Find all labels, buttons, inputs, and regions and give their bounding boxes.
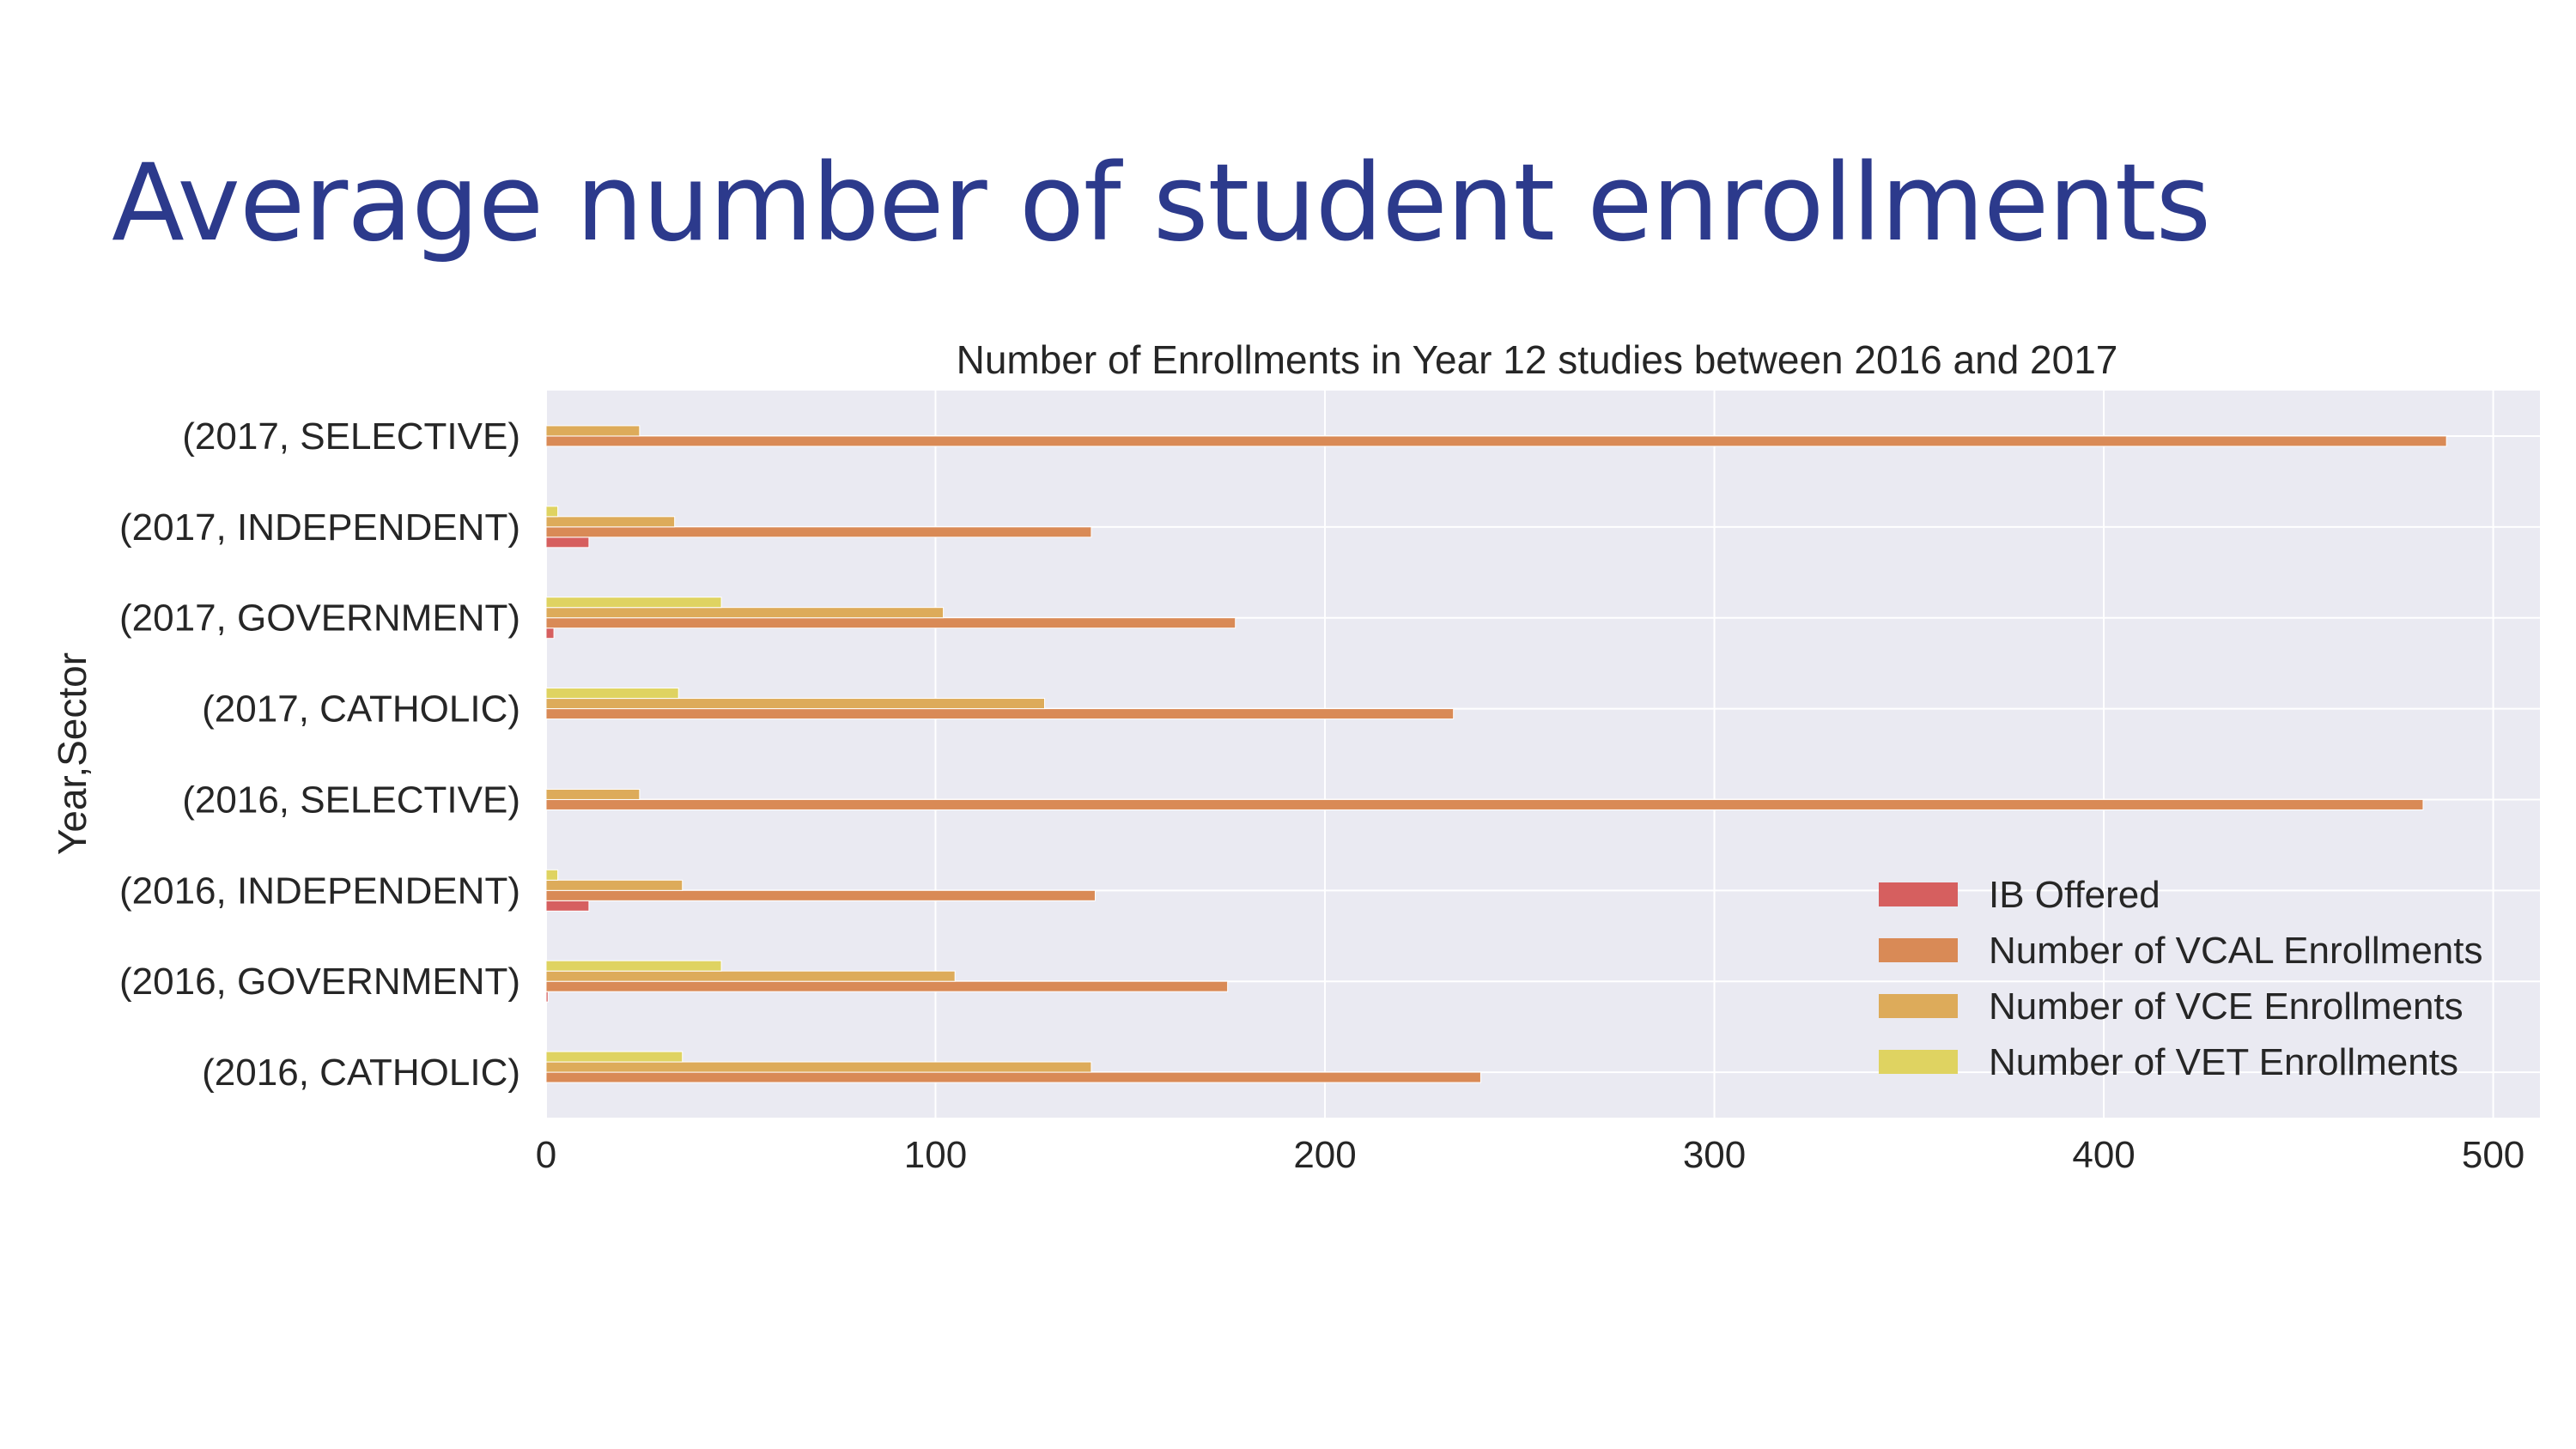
y-tick-label-2: (2016, GOVERNMENT) xyxy=(119,961,520,1003)
chart-title: Number of Enrollments in Year 12 studies… xyxy=(957,337,2118,382)
bar-2-3 xyxy=(545,889,1096,901)
bar-4-5 xyxy=(545,688,679,700)
legend-swatch-1 xyxy=(1879,882,1958,906)
x-tick-label-2: 100 xyxy=(904,1134,967,1176)
x-tick-label-6: 500 xyxy=(2462,1134,2524,1176)
bar-3-5 xyxy=(545,698,1045,710)
y-tick-label-7: (2017, INDEPENDENT) xyxy=(119,506,520,549)
y-tick-label-3: (2016, INDEPENDENT) xyxy=(119,870,520,912)
x-tick-label-3: 200 xyxy=(1293,1134,1356,1176)
y-tick-label-4: (2016, SELECTIVE) xyxy=(182,779,520,821)
bar-3-6 xyxy=(545,607,945,619)
legend-label-3: Number of VCE Enrollments xyxy=(1989,985,2464,1028)
bar-4-6 xyxy=(545,597,722,609)
bar-3-7 xyxy=(545,516,676,528)
y-tick-labels: (2016, CATHOLIC) (2016, GOVERNMENT) (2016,… xyxy=(119,415,520,1094)
bar-1-7 xyxy=(545,537,590,549)
bar-1-6 xyxy=(545,627,555,640)
bar-2-6 xyxy=(545,617,1236,629)
bar-1-2 xyxy=(545,991,549,1003)
legend-label-2: Number of VCAL Enrollments xyxy=(1989,930,2482,972)
bar-2-4 xyxy=(545,798,2424,810)
x-tick-labels: 0 100 200 300 400 500 xyxy=(536,1134,2525,1176)
bar-2-7 xyxy=(545,526,1092,538)
bar-2-8 xyxy=(545,435,2447,447)
x-tick-label-5: 400 xyxy=(2072,1134,2135,1176)
x-tick-label-4: 300 xyxy=(1683,1134,1746,1176)
legend-swatch-2 xyxy=(1879,938,1958,962)
y-tick-label-5: (2017, CATHOLIC) xyxy=(202,688,520,731)
y-tick-label-8: (2017, SELECTIVE) xyxy=(182,415,520,458)
bar-3-4 xyxy=(545,788,641,800)
slide-title: Average number of student enrollments xyxy=(112,142,2211,265)
legend-label-1: IB Offered xyxy=(1989,874,2160,916)
legend-swatch-3 xyxy=(1879,994,1958,1018)
legend: IB Offered Number of VCAL Enrollments Numb… xyxy=(1879,874,2482,1083)
bar-3-8 xyxy=(545,425,641,437)
bar-2-1 xyxy=(545,1071,1481,1083)
legend-label-4: Number of VET Enrollments xyxy=(1989,1041,2458,1083)
bar-4-3 xyxy=(545,869,559,881)
plot-area xyxy=(546,391,2540,1118)
bars xyxy=(545,425,2447,1083)
legend-swatch-4 xyxy=(1879,1050,1958,1074)
y-axis-title: Year,Sector xyxy=(50,652,94,855)
bar-4-7 xyxy=(545,506,559,518)
bar-3-2 xyxy=(545,970,956,982)
bar-4-2 xyxy=(545,960,722,972)
bar-4-1 xyxy=(545,1051,683,1063)
x-tick-label-1: 0 xyxy=(536,1134,556,1176)
bar-3-3 xyxy=(545,879,683,891)
bar-1-3 xyxy=(545,900,590,912)
y-tick-label-1: (2016, CATHOLIC) xyxy=(202,1052,520,1094)
bar-3-1 xyxy=(545,1061,1092,1073)
bar-2-5 xyxy=(545,708,1455,720)
bar-2-2 xyxy=(545,980,1229,992)
y-tick-label-6: (2017, GOVERNMENT) xyxy=(119,597,520,640)
